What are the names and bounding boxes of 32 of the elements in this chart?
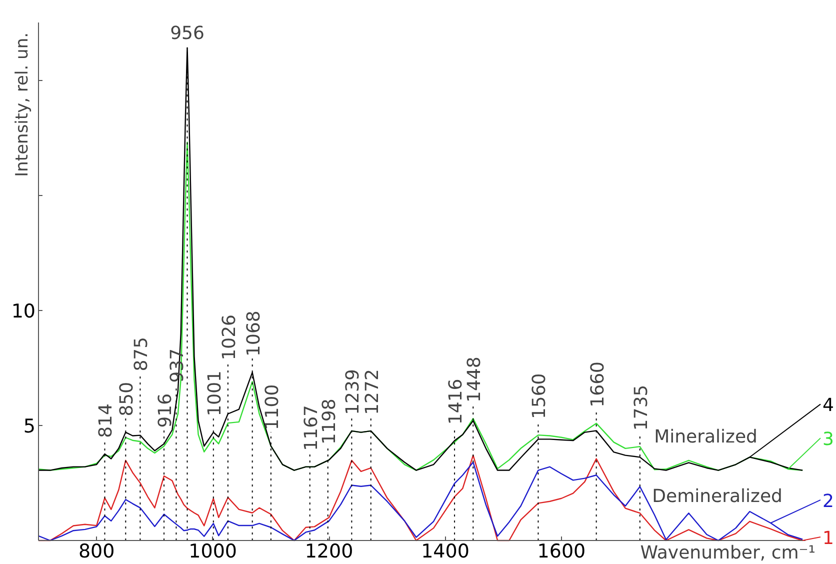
x-axis-title: Wavenumber, cm⁻¹ [640, 542, 816, 564]
ref-line-label: 1448 [464, 356, 486, 402]
text: 4 [822, 395, 834, 416]
ref-line-label: 1272 [362, 369, 383, 415]
ref-line-label: 1660 [587, 362, 608, 408]
ref-line-label: 1068 [243, 310, 264, 356]
legend-label: 1 [822, 528, 834, 550]
ref-line-label: 1026 [218, 314, 240, 360]
ref-line-label: 814 [96, 404, 117, 438]
legend-label: 2 [822, 490, 834, 512]
ref-line-label: 1239 [342, 369, 364, 415]
y-tick-label: 5 [23, 415, 36, 438]
annotation: Mineralized [654, 426, 758, 448]
ref-line-label: 1735 [630, 384, 652, 431]
ref-line-label: 1416 [446, 378, 467, 425]
ref-line-label: 1100 [262, 384, 283, 430]
annotation: Demineralized [652, 486, 782, 507]
y-tick-label: 10 [11, 300, 36, 322]
ref-line-label: 937 [167, 348, 188, 383]
ref-line-label: 1001 [204, 370, 226, 416]
series-label: 3 [822, 429, 834, 450]
x-tick-label: 1600 [537, 540, 586, 562]
y-axis-title: Intensity, rel. un. [12, 32, 32, 177]
x-tick-label: 800 [78, 540, 115, 562]
ref-line-label: 850 [116, 382, 138, 416]
x-tick-label: 1000 [188, 540, 237, 562]
x-tick-label: 1200 [304, 540, 354, 562]
ref-line-label: 875 [131, 336, 152, 372]
x-tick-label: 1400 [421, 540, 470, 562]
ref-line-label: 956 [170, 22, 204, 44]
ref-line-label: 1560 [529, 373, 550, 420]
ref-line-label: 916 [155, 393, 176, 428]
